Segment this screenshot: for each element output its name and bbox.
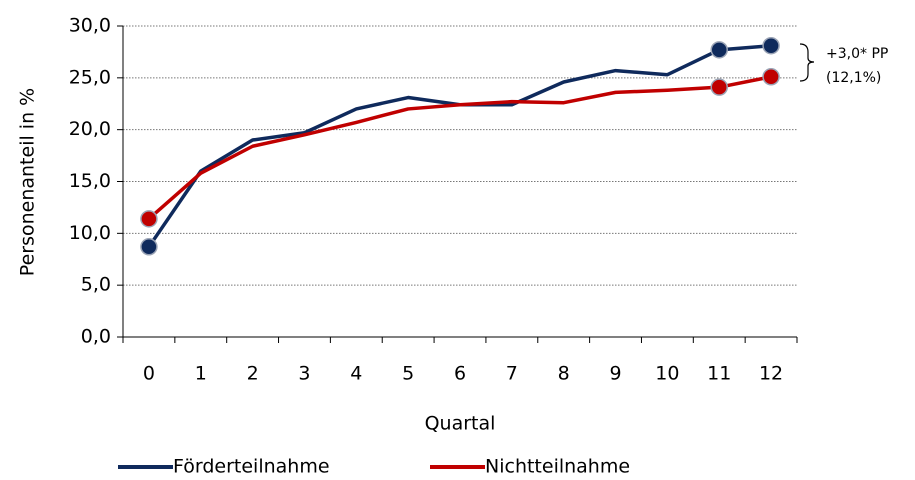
series-line xyxy=(147,75,772,221)
x-tick-label: 8 xyxy=(558,363,570,385)
series-line xyxy=(147,43,772,248)
x-tick-label: 4 xyxy=(350,363,362,385)
y-tick-label: 15,0 xyxy=(69,170,111,192)
x-tick-label: 10 xyxy=(655,363,679,385)
point-marker xyxy=(140,210,158,228)
y-axis-label: Personenanteil in % xyxy=(17,88,39,276)
y-tick-label: 5,0 xyxy=(81,274,111,296)
y-tick-label: 10,0 xyxy=(69,222,111,244)
legend-label: Förderteilnahme xyxy=(173,456,330,478)
x-tick-label: 7 xyxy=(506,363,518,385)
y-tick-label: 25,0 xyxy=(69,66,111,88)
point-marker xyxy=(762,36,780,55)
x-tick-label: 6 xyxy=(454,363,466,385)
x-axis-label: Quartal xyxy=(425,413,496,435)
legend-label: Nichtteilnahme xyxy=(485,456,630,478)
point-marker xyxy=(710,41,728,59)
x-tick-label: 3 xyxy=(298,363,310,385)
x-tick-label: 12 xyxy=(759,363,783,385)
x-tick-label: 1 xyxy=(195,363,207,385)
x-tick-label: 9 xyxy=(609,363,621,385)
annotation: +3,0* PP xyxy=(826,46,888,62)
y-tick-label: 30,0 xyxy=(69,15,111,37)
point-marker xyxy=(710,78,728,96)
y-tick-label: 0,0 xyxy=(81,326,111,348)
point-marker xyxy=(762,68,780,86)
y-tick-label: 20,0 xyxy=(69,118,111,140)
x-tick-label: 0 xyxy=(143,363,155,385)
point-marker xyxy=(140,238,158,256)
annotation: (12,1%) xyxy=(826,70,881,86)
brace xyxy=(799,43,815,82)
x-tick-label: 2 xyxy=(247,363,259,385)
x-tick-label: 11 xyxy=(707,363,731,385)
x-tick-label: 5 xyxy=(402,363,414,385)
